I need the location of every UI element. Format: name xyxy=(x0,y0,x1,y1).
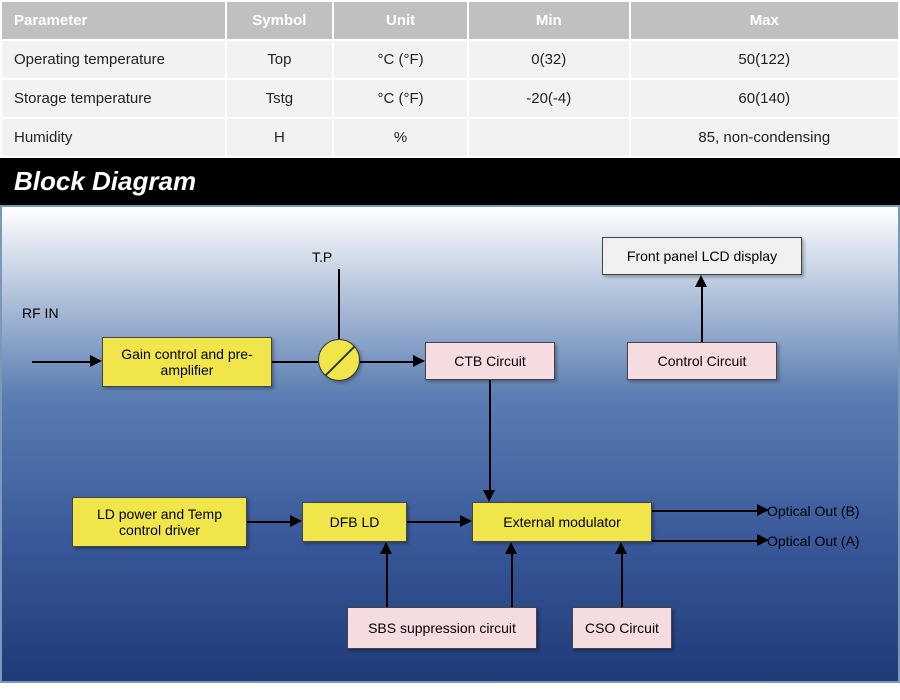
arrow-icon xyxy=(90,355,102,367)
arrow-icon xyxy=(505,542,517,554)
node-cso-circuit: CSO Circuit xyxy=(572,607,672,649)
edge-dfb-ext xyxy=(407,521,460,523)
arrow-icon xyxy=(380,542,392,554)
edge-ctb-ext xyxy=(489,380,491,490)
edge-tp-ctb xyxy=(360,361,413,363)
node-dfb-ld: DFB LD xyxy=(302,502,407,542)
arrow-icon xyxy=(757,504,769,516)
node-external-modulator: External modulator xyxy=(472,502,652,542)
cell: °C (°F) xyxy=(333,79,468,118)
table-row: Humidity H % 85, non-condensing xyxy=(1,118,899,157)
optical-out-b-label: Optical Out (B) xyxy=(767,503,860,519)
node-control-circuit: Control Circuit xyxy=(627,342,777,380)
cell: 60(140) xyxy=(630,79,899,118)
cell: 50(122) xyxy=(630,40,899,79)
table-row: Operating temperature Top °C (°F) 0(32) … xyxy=(1,40,899,79)
edge-sbs-dfb xyxy=(386,554,388,607)
cell: 85, non-condensing xyxy=(630,118,899,157)
col-symbol: Symbol xyxy=(226,1,334,40)
edge-ext-opta xyxy=(652,540,757,542)
section-title: Block Diagram xyxy=(14,166,196,196)
edge-rfin-gain xyxy=(32,361,90,363)
cell: °C (°F) xyxy=(333,40,468,79)
cell: Humidity xyxy=(1,118,226,157)
block-diagram: T.P RF IN Optical Out (B) Optical Out (A… xyxy=(0,205,900,683)
edge-gain-tp xyxy=(272,361,318,363)
edge-ext-optb xyxy=(652,510,757,512)
cell: Top xyxy=(226,40,334,79)
tp-node-icon xyxy=(318,339,360,381)
arrow-icon xyxy=(460,515,472,527)
col-min: Min xyxy=(468,1,630,40)
section-header: Block Diagram xyxy=(0,158,900,205)
arrow-icon xyxy=(757,534,769,546)
cell: % xyxy=(333,118,468,157)
optical-out-a-label: Optical Out (A) xyxy=(767,533,860,549)
node-ld-power-temp: LD power and Temp control driver xyxy=(72,497,247,547)
cell: Operating temperature xyxy=(1,40,226,79)
table-row: Storage temperature Tstg °C (°F) -20(-4)… xyxy=(1,79,899,118)
node-sbs-suppression: SBS suppression circuit xyxy=(347,607,537,649)
edge-ldpt-dfb xyxy=(247,521,290,523)
arrow-icon xyxy=(413,355,425,367)
cell xyxy=(468,118,630,157)
col-max: Max xyxy=(630,1,899,40)
edge-control-lcd xyxy=(701,287,703,342)
cell: Tstg xyxy=(226,79,334,118)
cell: Storage temperature xyxy=(1,79,226,118)
table-header-row: Parameter Symbol Unit Min Max xyxy=(1,1,899,40)
node-lcd-display: Front panel LCD display xyxy=(602,237,802,275)
col-parameter: Parameter xyxy=(1,1,226,40)
edge-cso-ext xyxy=(621,554,623,607)
parameters-table: Parameter Symbol Unit Min Max Operating … xyxy=(0,0,900,158)
arrow-icon xyxy=(695,275,707,287)
edge-sbs-ext xyxy=(511,554,513,607)
node-ctb-circuit: CTB Circuit xyxy=(425,342,555,380)
rf-in-label: RF IN xyxy=(22,305,59,321)
node-gain-control: Gain control and pre-amplifier xyxy=(102,337,272,387)
arrow-icon xyxy=(483,490,495,502)
col-unit: Unit xyxy=(333,1,468,40)
arrow-icon xyxy=(615,542,627,554)
arrow-icon xyxy=(290,515,302,527)
cell: H xyxy=(226,118,334,157)
cell: -20(-4) xyxy=(468,79,630,118)
tp-label: T.P xyxy=(312,249,332,265)
edge-tp-stem xyxy=(338,269,340,339)
cell: 0(32) xyxy=(468,40,630,79)
